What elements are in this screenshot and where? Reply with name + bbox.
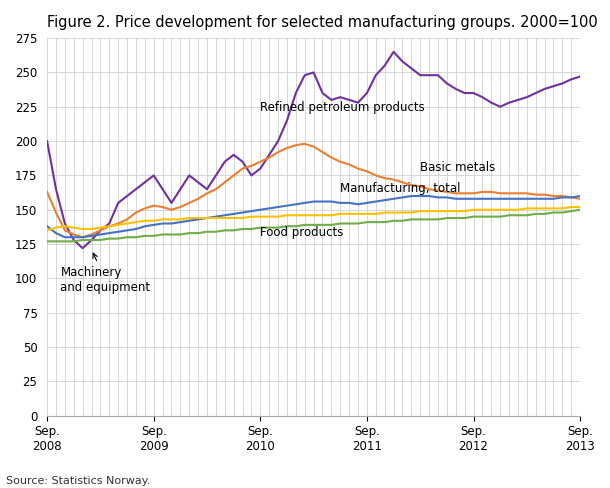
Text: Machinery
and equipment: Machinery and equipment <box>60 253 151 294</box>
Text: Food products: Food products <box>260 226 343 239</box>
Text: Manufacturing, total: Manufacturing, total <box>340 182 461 195</box>
Text: Refined petroleum products: Refined petroleum products <box>260 101 425 114</box>
Title: Figure 2. Price development for selected manufacturing groups. 2000=100: Figure 2. Price development for selected… <box>47 15 598 30</box>
Text: Source: Statistics Norway.: Source: Statistics Norway. <box>6 476 151 486</box>
Text: Basic metals: Basic metals <box>420 162 495 174</box>
